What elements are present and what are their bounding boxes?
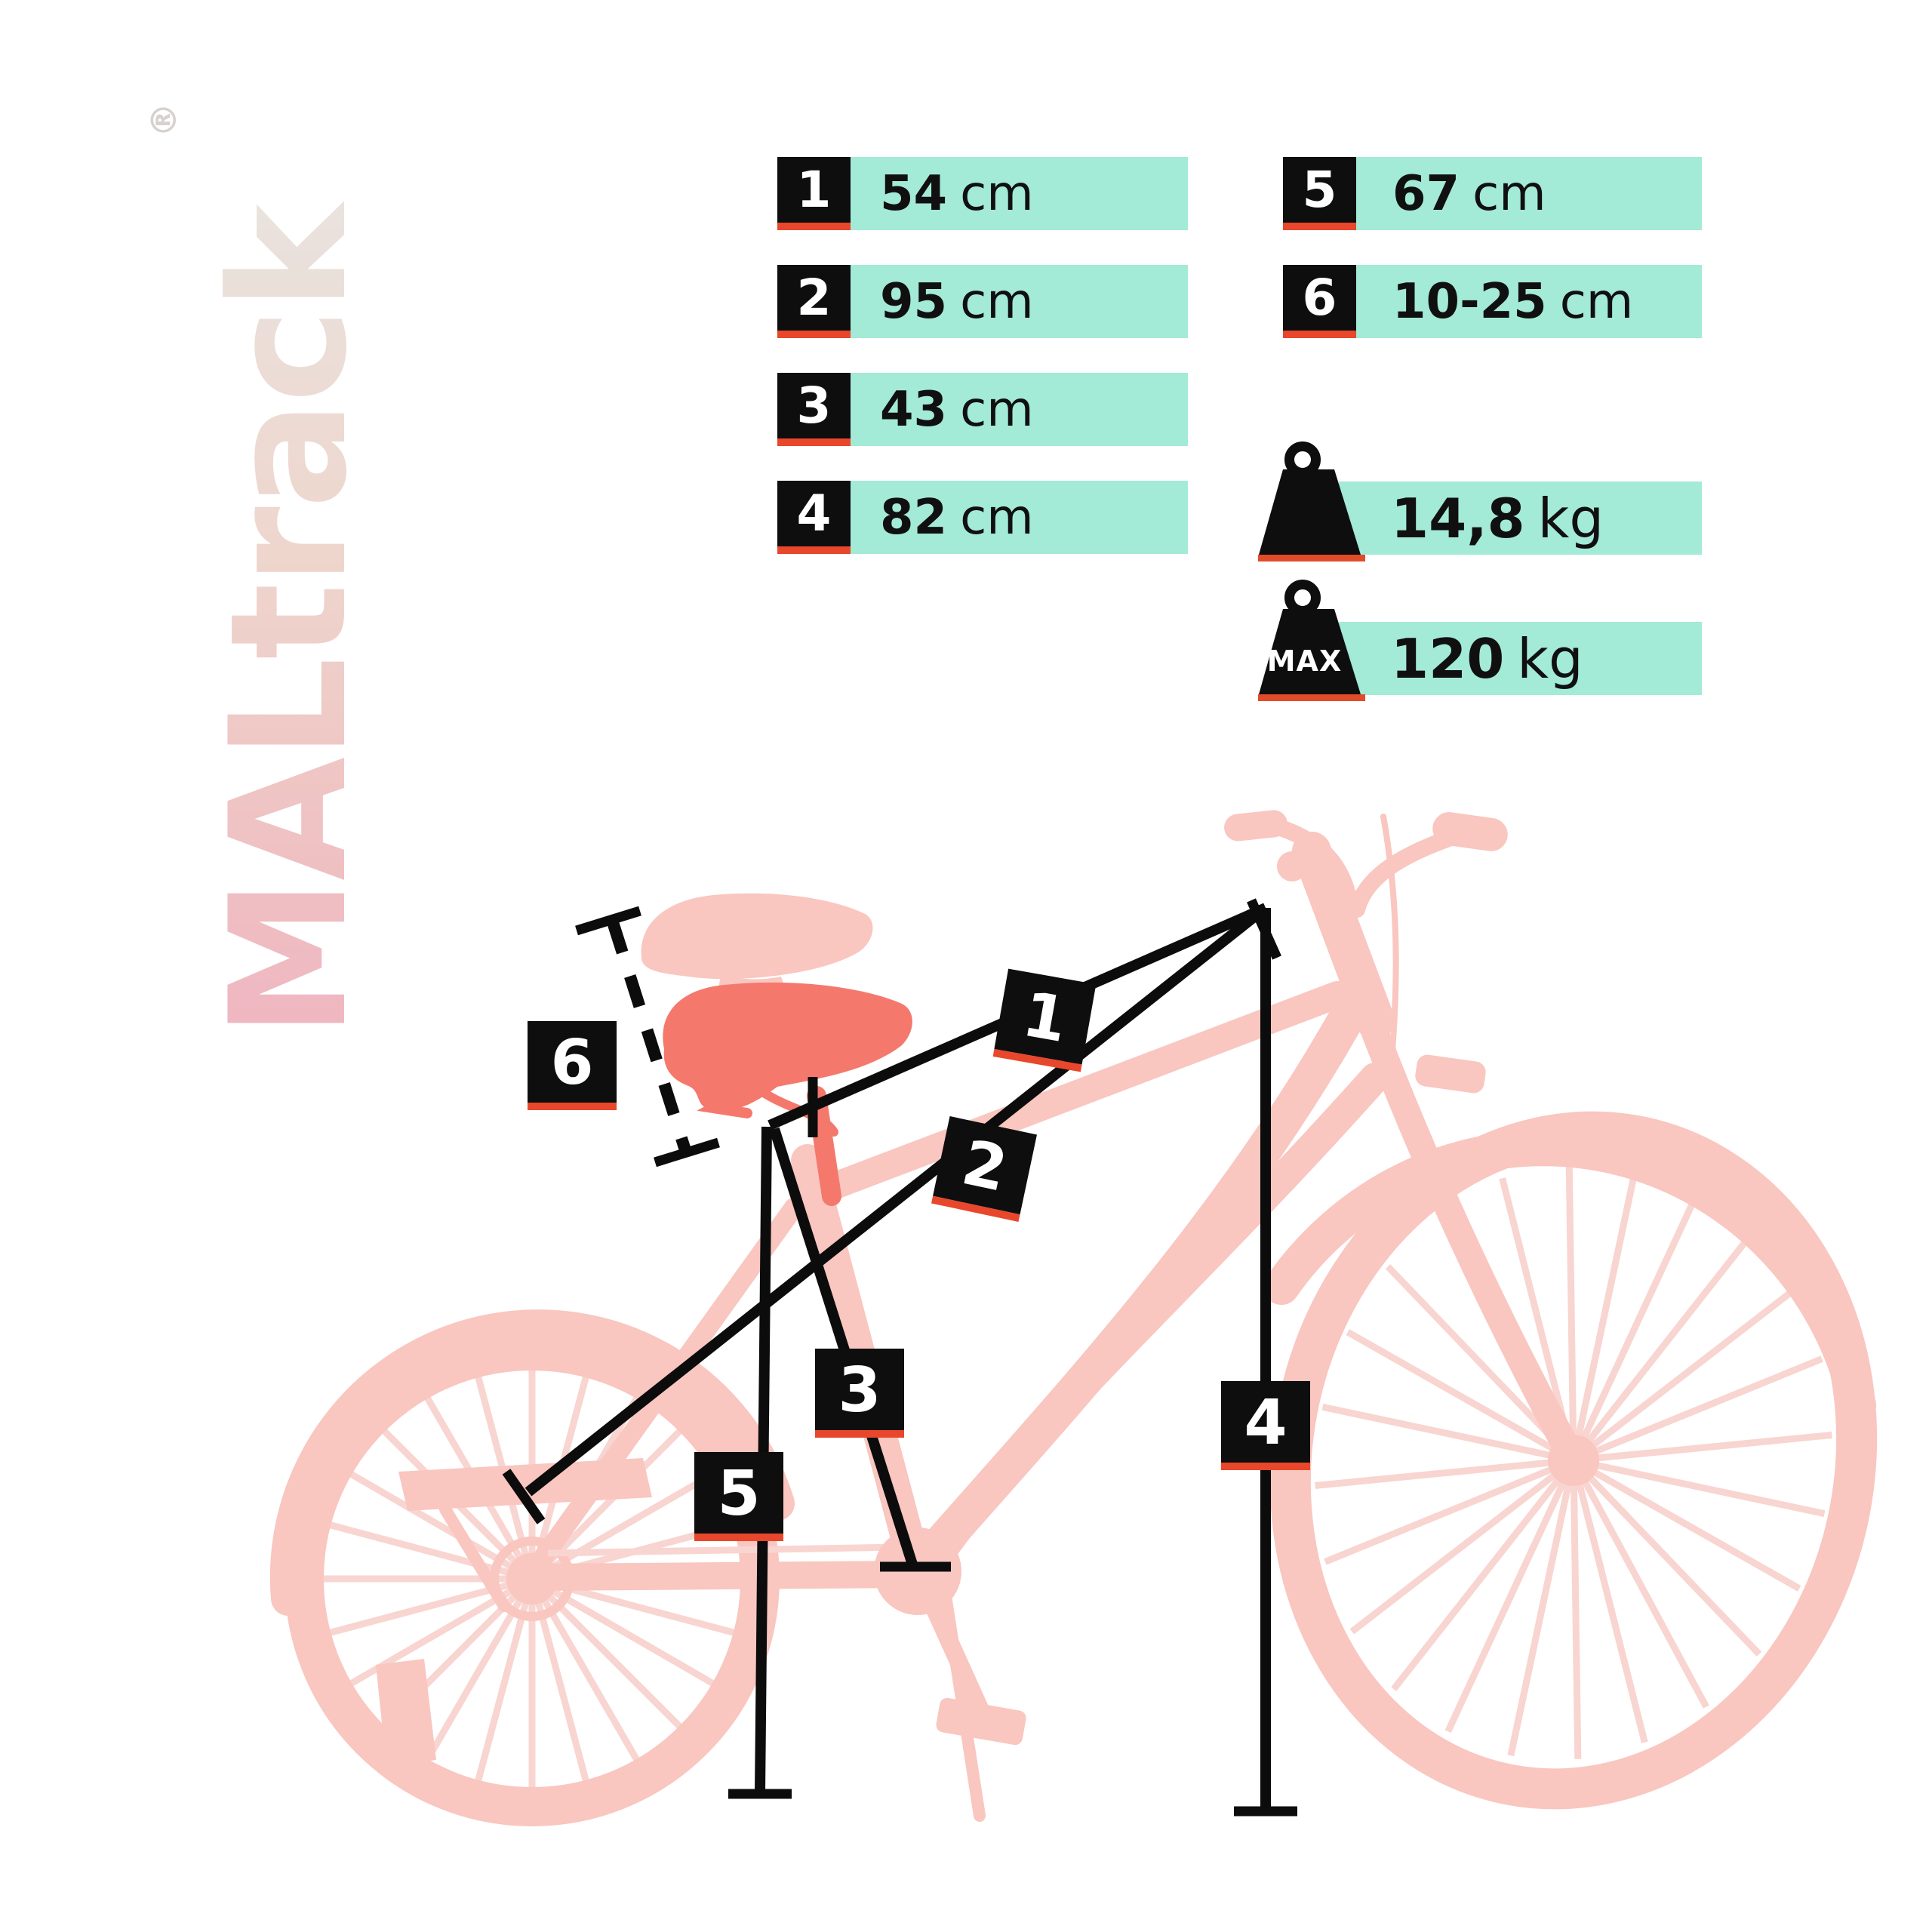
chip-underline [777,438,851,446]
pedal [936,1697,1026,1746]
max-label: MAX [1266,645,1343,678]
measurement-unit: cm [960,381,1034,438]
measurement-value: 67 [1392,165,1460,222]
measurement-number-chip: 1 [777,157,851,230]
max-load-bar: 120 kg [1339,622,1702,695]
chip-number: 5 [1283,157,1356,223]
handlebar [1224,810,1508,1096]
weight-value: 14,8 [1391,486,1525,550]
bike-weight-bar: 14,8 kg [1339,481,1702,555]
chip-number: 6 [1283,265,1356,331]
chip-number: 4 [777,481,851,546]
brake-cable [1380,814,1399,1096]
measurement-number-chip: 2 [777,265,851,338]
diagram-label-2: 2 [931,1116,1037,1222]
diagram-label-1: 1 [992,968,1097,1072]
measurement-bar: 82 cm [851,481,1188,554]
chip-underline [1283,223,1356,230]
chip-underline [777,546,851,554]
grip-left [1224,810,1287,841]
svg-text:5: 5 [717,1458,760,1530]
seatpost [807,1086,841,1206]
dimension-line-2 [525,903,1269,1497]
chain [547,1543,905,1557]
measurement-bar: 43 cm [851,373,1188,446]
diagram-label-6: 6 [528,1021,617,1110]
bike-frame [524,832,1587,1591]
chip-number: 2 [777,265,851,331]
weight-unit: kg [1517,626,1583,691]
measurement-number-chip: 3 [777,373,851,446]
diagram-labels: 1 2 3 4 5 [528,968,1310,1541]
measurement-unit: cm [960,489,1034,546]
measurement-number-chip: 4 [777,481,851,554]
rear-fender [269,1309,795,1616]
measurement-unit: cm [960,273,1034,330]
bell-icon [1277,851,1307,881]
weight-icon [1247,441,1372,570]
dimension-line-3 [769,1127,918,1569]
measurement-lines [502,898,1297,1817]
svg-text:3: 3 [838,1355,881,1426]
measurement-value: 95 [880,273,948,330]
measurement-unit: cm [960,165,1034,222]
diagram-label-3: 3 [815,1349,904,1438]
mudflap [376,1659,436,1766]
weight-base [1258,694,1365,701]
measurement-unit: cm [1559,273,1634,330]
weight-unit: kg [1537,486,1604,550]
front-fork [1356,1005,1587,1474]
chip-number: 3 [777,373,851,438]
chip-underline [777,223,851,230]
diagram-label-5: 5 [694,1452,783,1541]
measurement-bar: 95 cm [851,265,1188,338]
kickstand [939,1585,986,1822]
svg-text:4: 4 [1244,1387,1287,1459]
measurement-unit: cm [1472,165,1546,222]
measurement-value: 43 [880,381,948,438]
measurement-number-chip: 6 [1283,265,1356,338]
chip-number: 1 [777,157,851,223]
measurement-value: 54 [880,165,948,222]
headlight [1415,1054,1486,1094]
weight-max-icon: MAX [1247,580,1372,708]
saddle-raised-ghost [641,893,873,980]
measurement-bar: 10-25 cm [1356,265,1702,338]
chip-underline [777,331,851,338]
weight-value: 120 [1391,626,1505,691]
measurement-bar: 54 cm [851,157,1188,230]
measurement-number-chip: 5 [1283,157,1356,230]
chip-underline [1283,331,1356,338]
dimension-line-6 [607,920,691,1152]
svg-text:6: 6 [550,1027,593,1099]
bike-silhouette [269,810,1878,1826]
front-fender [1263,1130,1876,1423]
measurement-value: 10-25 [1392,273,1547,330]
diagram-label-4: 4 [1221,1381,1310,1470]
measurement-value: 82 [880,489,948,546]
weight-base [1258,555,1365,561]
measurement-bar: 67 cm [1356,157,1702,230]
